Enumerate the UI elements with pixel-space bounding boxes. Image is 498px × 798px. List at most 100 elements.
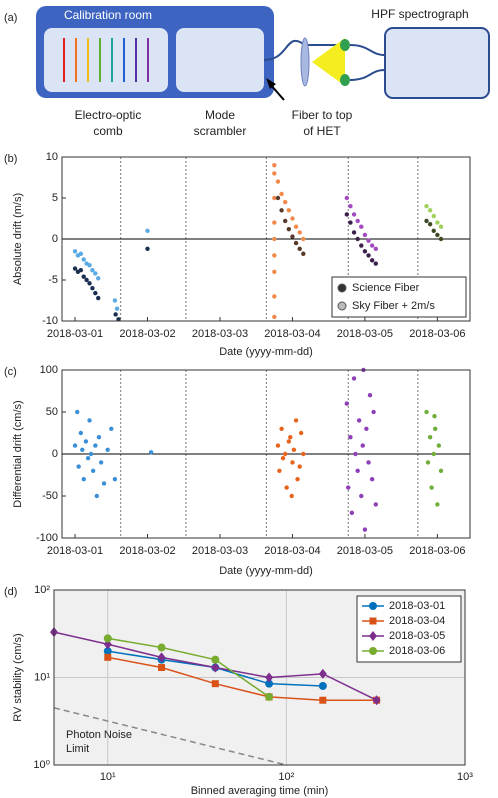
point <box>112 298 118 303</box>
point <box>432 414 437 419</box>
point <box>90 267 95 273</box>
marker <box>265 692 274 701</box>
point <box>286 208 292 213</box>
point <box>94 493 99 499</box>
marker <box>103 647 112 656</box>
point <box>272 236 277 242</box>
point <box>116 317 121 322</box>
point <box>72 266 78 271</box>
point <box>362 249 368 254</box>
point <box>427 435 433 440</box>
point <box>272 253 277 258</box>
scrambler-label: scrambler <box>194 124 247 138</box>
point <box>145 246 150 252</box>
point <box>424 204 429 209</box>
point <box>283 451 288 457</box>
point <box>424 409 429 415</box>
point <box>88 451 94 457</box>
x-axis-label: Date (yyyy-mm-dd) <box>219 346 313 358</box>
point <box>148 450 154 455</box>
point <box>80 447 85 452</box>
point <box>373 246 378 252</box>
point <box>78 251 84 256</box>
point <box>286 439 292 444</box>
point <box>359 224 364 229</box>
point <box>279 208 284 213</box>
point <box>367 393 373 398</box>
comb-lines <box>63 38 149 82</box>
point <box>297 246 302 252</box>
point <box>272 220 277 225</box>
point <box>90 468 96 473</box>
panel-label: (c) <box>4 366 17 378</box>
point <box>362 527 368 532</box>
point <box>355 218 360 224</box>
point <box>348 220 353 225</box>
axes-frame <box>53 589 466 766</box>
x-tick-label: 2018-03-02 <box>119 545 175 557</box>
point <box>366 460 371 465</box>
point <box>93 271 98 276</box>
point <box>272 163 277 168</box>
spectrograph-box <box>384 27 490 99</box>
fiber <box>349 44 386 81</box>
point <box>353 451 358 457</box>
point <box>369 243 375 248</box>
legend-label: Sky Fiber + 2m/s <box>352 300 435 312</box>
point <box>435 502 440 507</box>
point <box>359 243 364 248</box>
marker <box>318 668 327 679</box>
point <box>438 468 444 473</box>
point <box>366 253 371 258</box>
y-tick-label: 10¹ <box>34 671 50 683</box>
point <box>351 230 357 235</box>
legend-label: 2018-03-06 <box>389 645 445 657</box>
y-tick-label: 10⁰ <box>33 759 50 771</box>
point <box>114 306 120 311</box>
y-tick-label: -10 <box>42 315 58 327</box>
point <box>369 477 375 482</box>
x-tick-label: 2018-03-05 <box>337 328 393 340</box>
x-axis-label: Date (yyyy-mm-dd) <box>219 565 313 577</box>
y-tick-label: 5 <box>52 192 58 204</box>
point <box>272 294 277 299</box>
x-tick-label: 10¹ <box>100 771 116 783</box>
point <box>346 485 351 490</box>
x-tick-label: 2018-03-03 <box>192 328 248 340</box>
line <box>107 656 377 701</box>
point <box>98 460 104 465</box>
point <box>83 439 89 444</box>
panel-label: (a) <box>4 12 17 24</box>
point <box>427 208 433 213</box>
marker <box>318 681 327 690</box>
point <box>145 228 150 233</box>
point <box>76 464 81 469</box>
scrambler-box <box>176 28 264 92</box>
point <box>344 195 350 201</box>
annotation: Photon Noise <box>66 729 132 741</box>
point <box>290 216 295 221</box>
point <box>435 232 440 238</box>
point <box>272 195 277 201</box>
marker <box>265 679 274 688</box>
point <box>93 443 98 448</box>
point <box>293 418 299 423</box>
y-tick-label: -50 <box>42 490 58 502</box>
spectrograph-label: HPF spectrograph <box>371 7 468 21</box>
x-tick-label: 10³ <box>457 771 473 783</box>
point <box>290 234 295 239</box>
marker <box>103 634 112 643</box>
point <box>298 430 304 436</box>
point <box>81 274 86 279</box>
point <box>369 258 375 263</box>
point <box>348 204 353 209</box>
point <box>431 228 436 233</box>
point <box>87 281 92 286</box>
room-label: Calibration room <box>64 8 152 22</box>
point <box>75 409 80 415</box>
point <box>84 277 89 283</box>
point <box>355 468 360 473</box>
point <box>81 477 86 482</box>
point <box>364 426 369 431</box>
